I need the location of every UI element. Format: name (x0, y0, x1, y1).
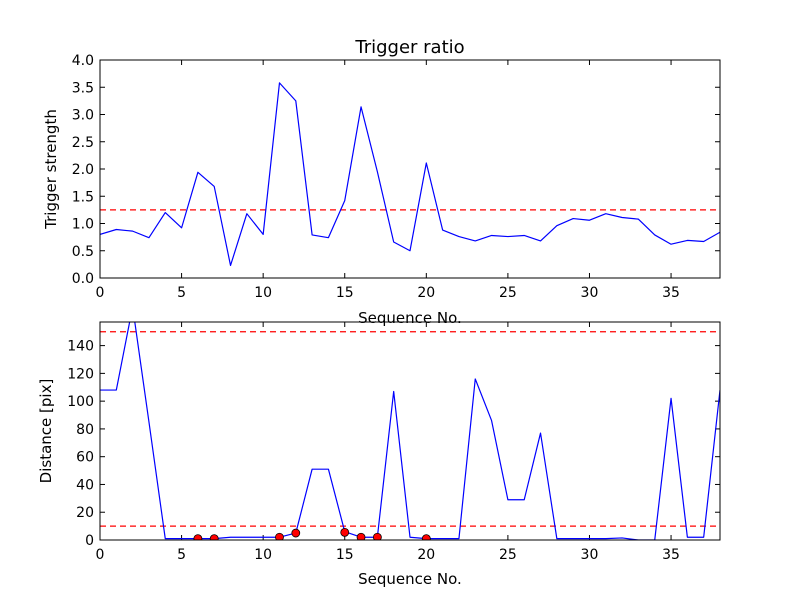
bottom-x-tick-label: 5 (177, 547, 186, 563)
top-x-tick-label: 15 (336, 285, 354, 301)
top-x-tick-label: 0 (96, 285, 105, 301)
bottom-y-ticks: 0 20 40 60 80 100 120 140 (67, 339, 720, 549)
bottom-data-marker (340, 527, 350, 537)
top-y-ticks: 0.0 0.5 1.0 1.5 2.0 2.5 3.0 3.5 4.0 (72, 53, 720, 287)
bottom-series-line (100, 322, 720, 540)
bottom-data-marker (356, 532, 366, 540)
top-x-ticks: 0 5 10 15 20 25 30 35 (96, 60, 680, 301)
top-x-tick-label: 10 (254, 285, 272, 301)
bottom-y-tick-label: 40 (76, 477, 94, 493)
top-x-tick-label: 35 (662, 285, 680, 301)
bottom-data-marker (421, 534, 431, 540)
bottom-y-tick-label: 120 (67, 366, 94, 382)
bottom-x-axis-label: Sequence No. (358, 570, 462, 588)
top-y-tick-label: 3.0 (72, 108, 94, 124)
top-y-tick-label: 1.0 (72, 217, 94, 233)
top-x-tick-label: 30 (581, 285, 599, 301)
bottom-plot-area (100, 322, 720, 540)
top-y-tick-label: 2.0 (72, 162, 94, 178)
bottom-plot-frame (99, 321, 721, 541)
top-y-axis-label: Trigger strength (42, 109, 60, 230)
top-y-tick-label: 3.5 (72, 80, 94, 96)
bottom-y-tick-label: 80 (76, 422, 94, 438)
bottom-x-tick-label: 0 (96, 547, 105, 563)
top-plot: Trigger ratio 0.0 0.5 1.0 1.5 2.0 2.5 3.0 3.5 4.… (42, 37, 721, 327)
top-y-tick-label: 0.5 (72, 244, 94, 260)
bottom-x-tick-label: 35 (662, 547, 680, 563)
bottom-y-tick-label: 140 (67, 339, 94, 355)
bottom-x-tick-label: 10 (254, 547, 272, 563)
bottom-y-tick-label: 0 (85, 533, 94, 549)
top-series-line (100, 82, 720, 267)
bottom-x-ticks: 0 5 10 15 20 25 30 35 (96, 322, 680, 563)
top-y-tick-label: 2.5 (72, 135, 94, 151)
bottom-x-tick-label: 25 (499, 547, 517, 563)
bottom-y-tick-label: 20 (76, 505, 94, 521)
bottom-x-tick-label: 30 (581, 547, 599, 563)
top-x-axis-label: Sequence No. (358, 309, 462, 327)
top-x-tick-label: 5 (177, 285, 186, 301)
bottom-x-tick-label: 15 (336, 547, 354, 563)
bottom-data-marker (291, 528, 301, 538)
top-y-tick-label: 1.5 (72, 189, 94, 205)
bottom-data-marker (372, 532, 382, 540)
top-y-tick-label: 0.0 (72, 271, 94, 287)
bottom-y-tick-label: 100 (67, 394, 94, 410)
top-x-tick-label: 20 (417, 285, 435, 301)
top-plot-area (100, 82, 720, 267)
top-plot-frame (99, 59, 721, 279)
bottom-y-axis-label: Distance [pix] (37, 379, 55, 484)
top-x-tick-label: 25 (499, 285, 517, 301)
bottom-x-tick-label: 20 (417, 547, 435, 563)
bottom-data-marker (275, 532, 284, 540)
bottom-data-marker (209, 534, 219, 540)
bottom-plot: 0 20 40 60 80 100 120 140 0 5 10 15 20 25 30 35 Sequen… (37, 321, 721, 588)
bottom-y-tick-label: 60 (76, 450, 94, 466)
top-y-tick-label: 4.0 (72, 53, 94, 69)
bottom-data-marker (193, 534, 203, 540)
top-plot-title: Trigger ratio (354, 37, 464, 58)
